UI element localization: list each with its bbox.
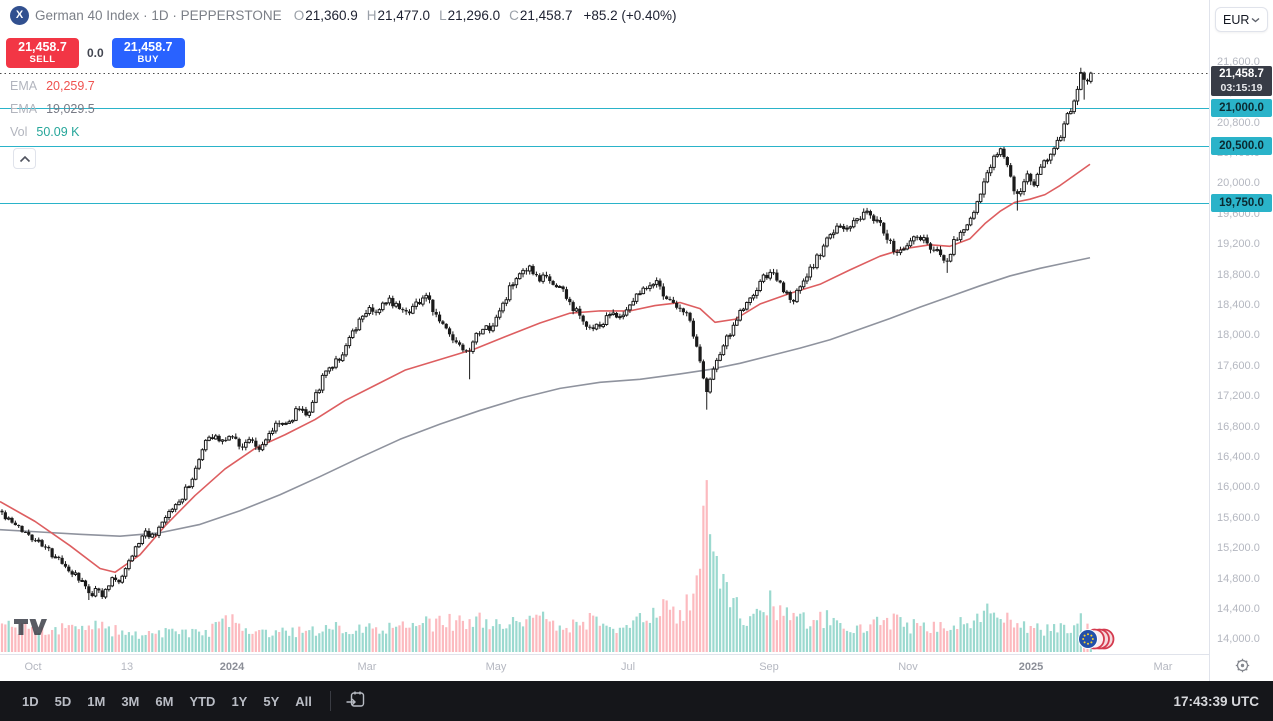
economic-events-marker[interactable] [1077,627,1115,656]
time-label-month: Sep [759,661,779,673]
price-tick: 17,200.0 [1217,390,1260,403]
price-tick: 15,200.0 [1217,542,1260,555]
toolbar-divider [329,691,331,711]
chevron-down-icon [1251,17,1260,22]
range-button-ytd[interactable]: YTD [181,689,223,714]
symbol-header: X German 40 Index · 1D · PEPPERSTONE O21… [0,0,1219,30]
volume-legend[interactable]: Vol 50.09 K [10,125,80,139]
symbol-logo-icon[interactable]: X [10,5,29,25]
range-button-all[interactable]: All [287,689,320,714]
range-button-5d[interactable]: 5D [47,689,80,714]
alert-price-badge[interactable]: 20,500.0 [1211,136,1272,155]
time-label-month: 13 [120,661,134,673]
price-tick: 18,000.0 [1217,329,1260,342]
eu-flag-events-icon [1078,628,1115,650]
buy-button[interactable]: 21,458.7 BUY [111,38,185,68]
price-tick: 14,800.0 [1217,572,1260,585]
low-value: 21,296.0 [447,7,501,23]
go-to-date-icon [346,691,365,707]
time-label-month: Nov [898,661,918,673]
time-label-year: 2025 [1018,661,1044,673]
sell-button[interactable]: 21,458.7 SELL [6,38,79,68]
ema-fast-legend[interactable]: EMA 20,259.7 [10,79,95,93]
time-axis[interactable]: Oct 13 2024 Mar May Jul Sep Nov 2025 Mar [0,654,1273,682]
close-value: 21,458.7 [519,7,573,23]
price-tick: 21,600.0 [1217,55,1260,68]
time-label-month: Oct [24,661,42,673]
open-value: 21,360.9 [305,7,358,23]
ema-slow-legend[interactable]: EMA 19,029.5 [10,102,95,116]
volume-value: 50.09 K [36,125,80,139]
symbol-title[interactable]: German 40 Index · 1D · PEPPERSTONE [35,7,282,23]
price-tick: 20,800.0 [1217,116,1260,129]
time-label-month: Mar [357,661,377,673]
alert-price-badge[interactable]: 21,000.0 [1211,99,1272,117]
order-panel: 21,458.7 SELL 0.0 21,458.7 BUY [6,38,185,68]
time-label-year: 2024 [219,661,245,673]
price-tick: 14,000.0 [1217,633,1260,646]
price-tick: 18,400.0 [1217,299,1260,312]
ohlc-values: O21,360.9 H21,477.0 L21,296.0 C21,458.7 … [293,7,677,23]
price-tick: 16,400.0 [1217,451,1260,464]
range-button-3m[interactable]: 3M [113,689,147,714]
ema-slow-value: 19,029.5 [46,102,95,116]
ema-fast-value: 20,259.7 [46,79,95,93]
broker-label: PEPPERSTONE [180,7,282,23]
tradingview-logo[interactable] [13,617,47,644]
utc-clock[interactable]: 17:43:39 UTC [1173,693,1259,709]
change-value: +85.2 (+0.40%) [583,7,677,23]
current-price-badge[interactable]: 21,458.7 03:15:19 [1211,66,1272,97]
price-tick: 14,400.0 [1217,603,1260,616]
range-button-1m[interactable]: 1M [79,689,113,714]
price-tick: 20,000.0 [1217,177,1260,190]
range-button-1d[interactable]: 1D [14,689,47,714]
candlestick-chart[interactable] [0,0,1209,654]
time-label-month: May [485,661,507,673]
spread-value: 0.0 [87,46,104,60]
price-tick: 15,600.0 [1217,511,1260,524]
range-button-1y[interactable]: 1Y [223,689,255,714]
range-button-6m[interactable]: 6M [147,689,181,714]
axis-settings-gear-icon[interactable] [1234,657,1251,679]
bottom-toolbar: 1D 5D 1M 3M 6M YTD 1Y 5Y All 17:43:39 UTC [0,681,1273,721]
time-label-month: Jul [620,661,636,673]
tradingview-logo-icon [14,619,47,635]
collapse-legend-button[interactable] [13,148,36,169]
range-switcher: 1D 5D 1M 3M 6M YTD 1Y 5Y All [14,689,320,714]
current-price-value: 21,458.7 [1219,67,1264,80]
high-value: 21,477.0 [377,7,431,23]
range-button-5y[interactable]: 5Y [255,689,287,714]
chevron-up-icon [19,155,30,162]
interval-label: 1D [151,7,169,23]
price-tick: 18,800.0 [1217,268,1260,281]
alert-price-badge[interactable]: 19,750.0 [1211,193,1272,212]
go-to-date-button[interactable] [341,687,370,715]
currency-selector[interactable]: EUR [1215,7,1268,32]
price-tick: 16,000.0 [1217,481,1260,494]
bar-countdown: 03:15:19 [1220,81,1263,94]
time-label-month: Mar [1153,661,1173,673]
price-axis[interactable]: EUR 21,600.021,200.020,800.020,400.020,0… [1209,0,1273,681]
price-tick: 17,600.0 [1217,359,1260,372]
price-tick: 19,200.0 [1217,238,1260,251]
price-tick: 16,800.0 [1217,420,1260,433]
